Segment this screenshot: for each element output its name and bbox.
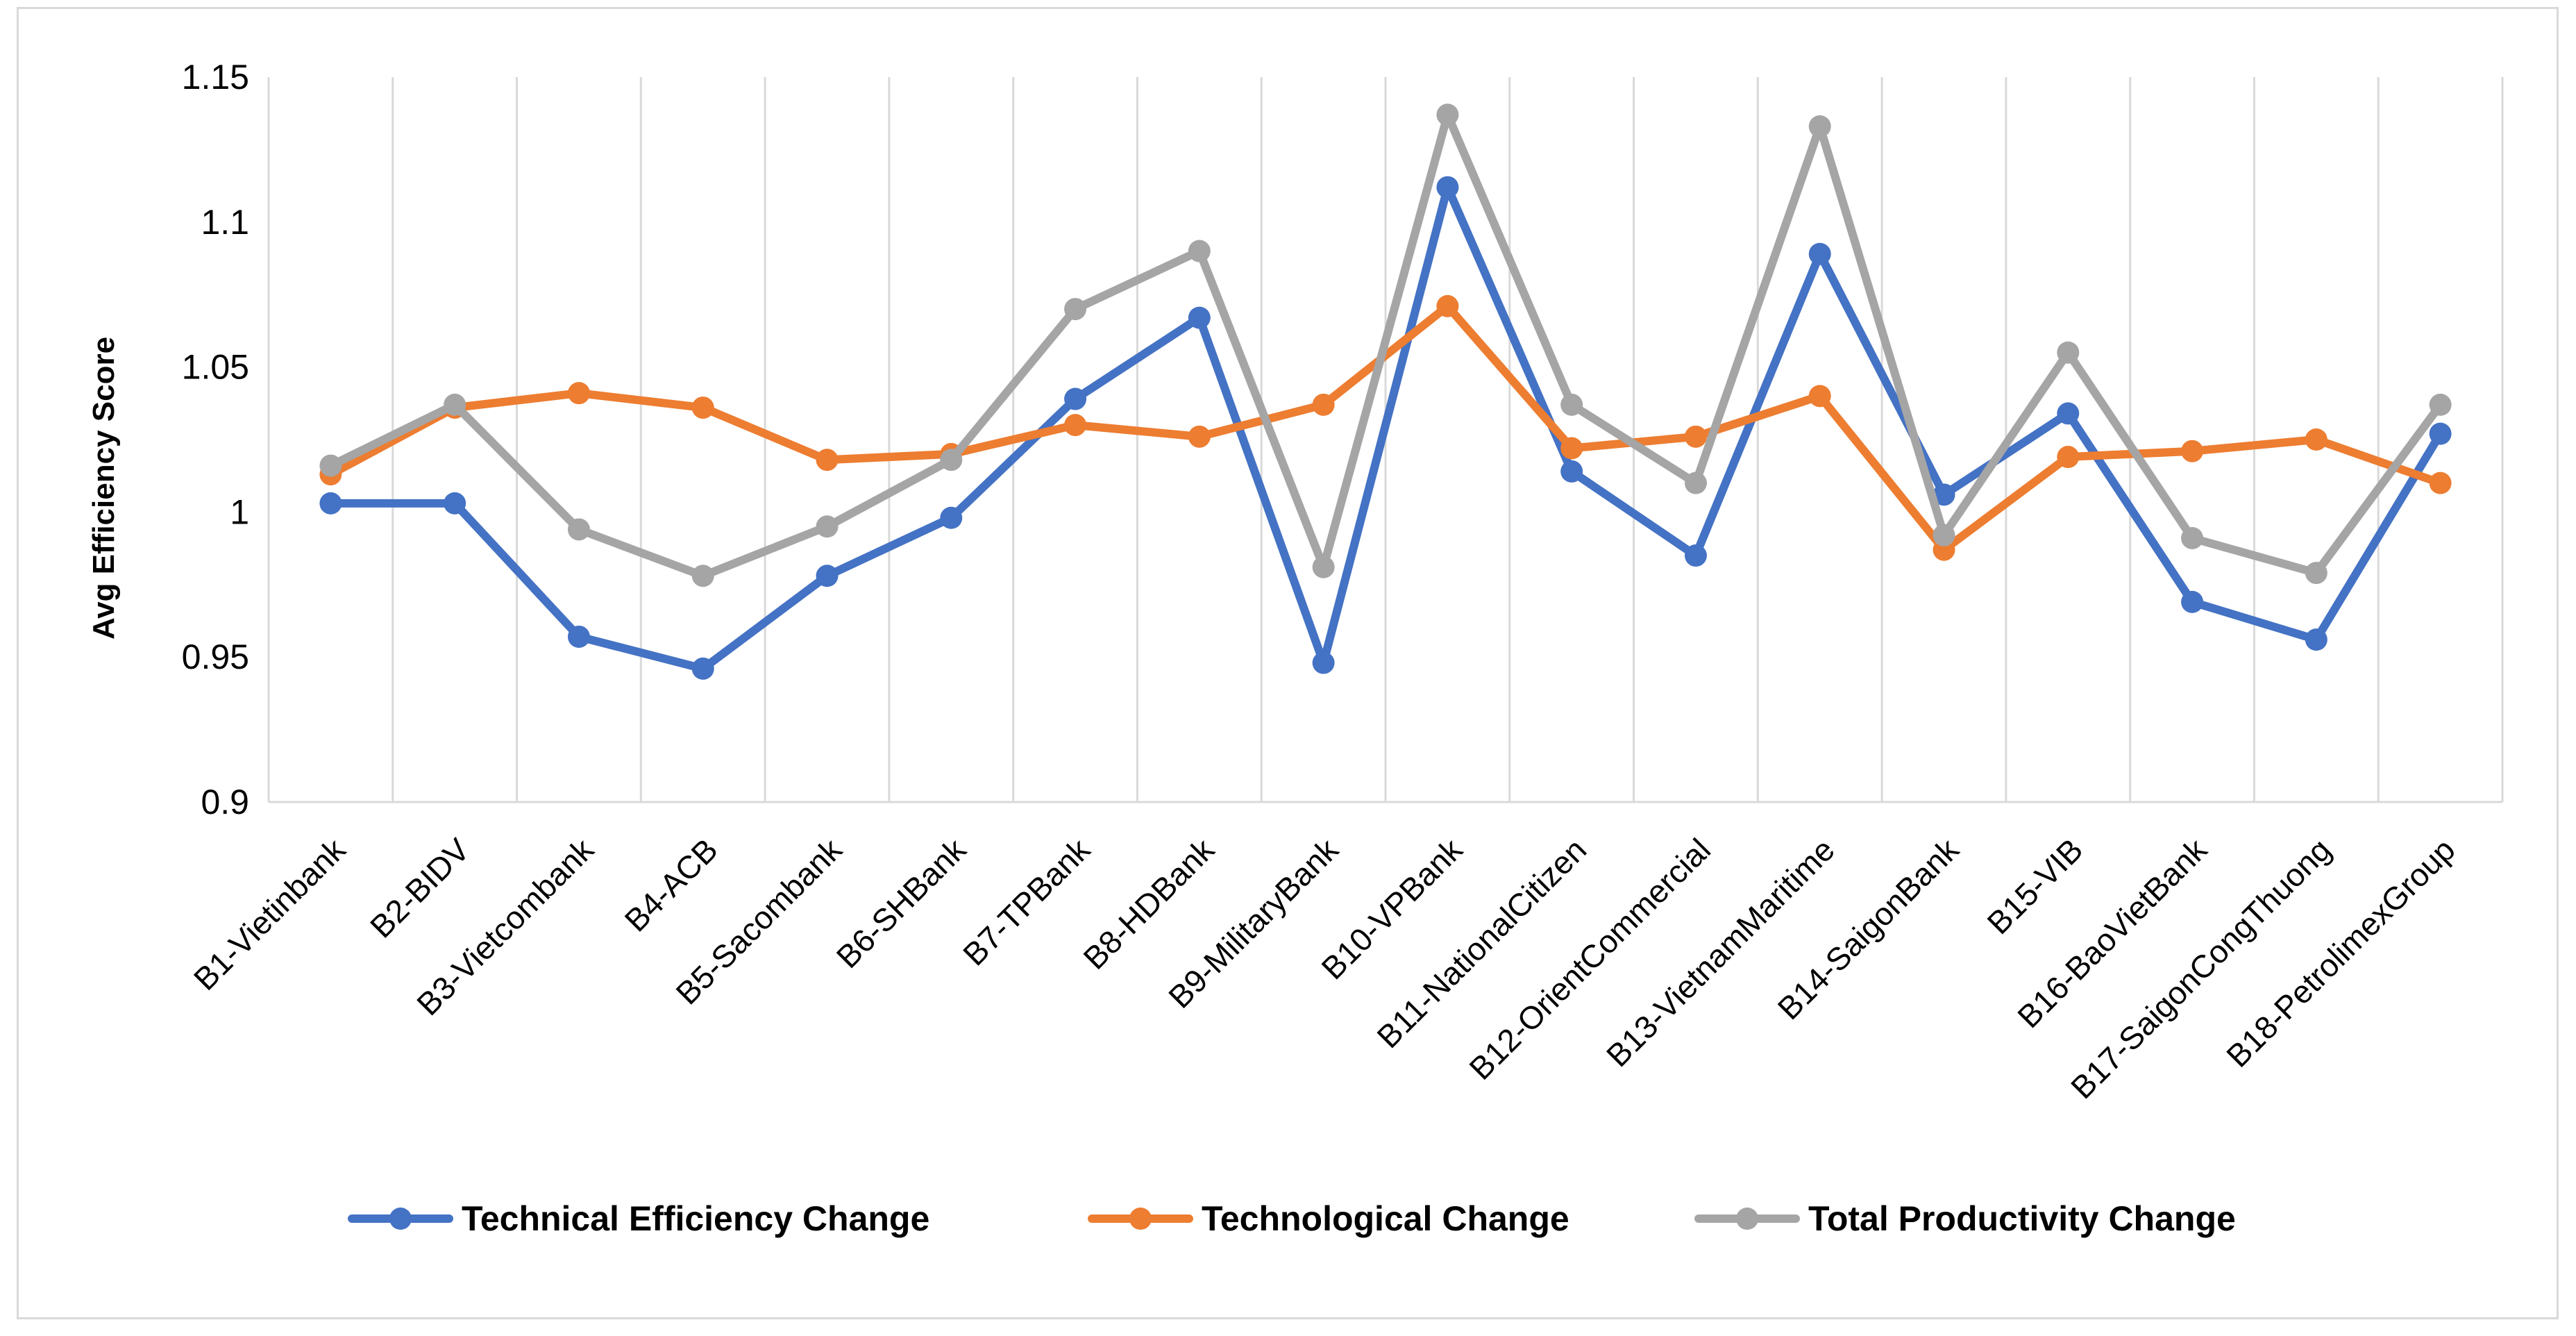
data-point — [1064, 298, 1087, 321]
data-point — [2181, 440, 2204, 462]
y-tick-label: 1 — [230, 492, 249, 531]
series-line — [326, 110, 2445, 581]
legend-label: Total Productivity Change — [1808, 1199, 2236, 1238]
data-point — [1188, 425, 1211, 448]
y-axis-title: Avg Efficiency Score — [87, 337, 121, 640]
x-tick-label: B18-PetrolimexGroup — [2219, 831, 2462, 1074]
data-point — [1684, 471, 1707, 494]
y-tick-label: 0.9 — [201, 783, 249, 821]
y-tick-label: 1.1 — [201, 203, 249, 242]
data-point — [1933, 524, 1955, 546]
legend-swatch-marker — [1736, 1208, 1758, 1230]
data-point — [2429, 471, 2452, 494]
data-point — [2181, 526, 2204, 549]
series-line — [326, 183, 2445, 673]
x-tick-label: B13-VietnamMaritime — [1599, 831, 1842, 1074]
data-point — [1188, 306, 1211, 329]
data-point — [1188, 240, 1211, 262]
legend-item: Technical Efficiency Change — [348, 1199, 929, 1238]
legend-label: Technological Change — [1202, 1199, 1569, 1238]
data-point — [1560, 437, 1583, 460]
x-tick-label: B17-SaigonCongThuong — [2064, 831, 2338, 1105]
data-point — [567, 625, 590, 648]
x-tick-label: B4-ACB — [618, 831, 725, 938]
legend-label: Technical Efficiency Change — [462, 1199, 929, 1238]
data-point — [1312, 393, 1335, 416]
data-point — [1436, 103, 1459, 126]
data-point — [691, 657, 714, 680]
data-point — [1560, 460, 1583, 483]
data-point — [1808, 115, 1831, 137]
line-chart: 0.9 0.95 1 1.05 1.1 1.15 Avg Efficiency Score B… — [87, 58, 2504, 1238]
data-point — [1808, 242, 1831, 265]
data-point — [1064, 414, 1087, 437]
chart-frame: 0.9 0.95 1 1.05 1.1 1.15 Avg Efficiency Score B… — [17, 7, 2559, 1319]
data-point — [940, 449, 963, 471]
legend-item: Total Productivity Change — [1694, 1199, 2236, 1238]
data-point — [1312, 556, 1335, 578]
x-tick-label: B12-OrientCommercial — [1462, 831, 1717, 1087]
legend-swatch-marker — [1129, 1208, 1152, 1230]
data-point — [1560, 393, 1583, 416]
data-point — [2429, 422, 2452, 445]
data-point — [2305, 428, 2327, 451]
legend-swatch-marker — [389, 1208, 412, 1230]
data-point — [1064, 387, 1087, 410]
x-tick-label: B6-SHBank — [830, 831, 973, 975]
data-point — [1684, 425, 1707, 448]
data-point — [319, 492, 342, 515]
data-point — [1808, 385, 1831, 408]
y-tick-label: 1.15 — [182, 58, 249, 97]
x-tick-label: B2-BIDV — [363, 831, 477, 945]
data-point — [2057, 446, 2080, 469]
data-point — [816, 565, 839, 587]
x-tick-label: B15-VIB — [1980, 831, 2089, 941]
data-point — [691, 565, 714, 587]
data-point — [1312, 651, 1335, 674]
data-point — [1436, 294, 1459, 317]
data-point — [444, 393, 466, 416]
data-point — [1436, 176, 1459, 199]
data-point — [1933, 483, 1955, 506]
data-point — [691, 396, 714, 419]
data-point — [816, 515, 839, 538]
data-point — [940, 506, 963, 529]
legend-item: Technological Change — [1088, 1199, 1569, 1238]
data-point — [2057, 341, 2080, 364]
data-point — [2181, 590, 2204, 613]
data-point — [2305, 562, 2327, 585]
data-point — [2057, 402, 2080, 425]
data-point — [2305, 628, 2327, 651]
data-point — [444, 492, 466, 515]
data-point — [816, 449, 839, 471]
y-tick-label: 1.05 — [182, 348, 249, 387]
data-point — [567, 518, 590, 541]
y-tick-label: 0.95 — [182, 637, 249, 676]
data-point — [319, 454, 342, 477]
data-point — [2429, 393, 2452, 416]
x-tick-label: B11-NationalCitizen — [1370, 831, 1593, 1055]
x-tick-label: B1-Vietinbank — [187, 831, 353, 997]
data-point — [1684, 544, 1707, 567]
data-point — [567, 382, 590, 405]
